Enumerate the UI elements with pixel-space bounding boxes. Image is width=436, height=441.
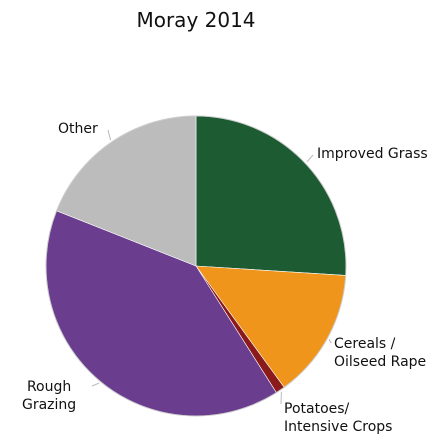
slice-label: Other — [58, 121, 98, 137]
pie-slice — [195, 115, 347, 276]
leader-line — [107, 129, 112, 141]
leader-line — [306, 154, 314, 163]
slice-label: Potatoes/ Intensive Crops — [284, 401, 393, 435]
chart-title: Moray 2014 — [136, 8, 256, 32]
slice-label: Improved Grass — [317, 146, 428, 162]
pie-outline — [45, 115, 347, 417]
slice-label: Cereals / Oilseed Rape — [334, 336, 427, 370]
slice-label: Rough Grazing — [22, 379, 77, 413]
leader-line — [91, 382, 100, 387]
leader-line — [328, 339, 332, 344]
